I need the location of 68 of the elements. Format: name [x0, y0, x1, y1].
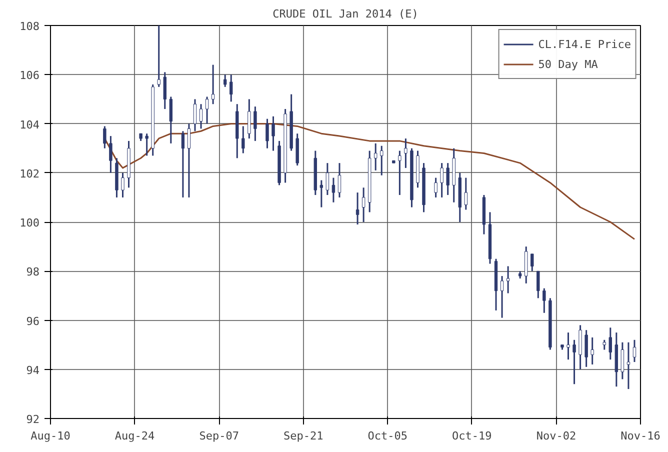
candlestick — [266, 118, 269, 150]
legend-label: CL.F14.E Price — [538, 38, 631, 50]
x-tick-label: Oct-05 — [368, 430, 408, 442]
candlestick — [440, 162, 444, 198]
candlestick — [199, 103, 203, 130]
candlestick — [506, 265, 510, 294]
y-tick-label: 108 — [20, 20, 40, 33]
candlestick — [163, 71, 166, 110]
candlestick — [530, 253, 534, 272]
candlestick — [109, 135, 112, 174]
candlestick — [326, 162, 330, 196]
x-tick-label: Oct-19 — [452, 430, 492, 442]
candlestick — [211, 64, 215, 105]
candlestick — [254, 106, 257, 142]
candlestick — [230, 74, 233, 102]
candlestick — [242, 125, 245, 154]
x-tick-label: Aug-24 — [114, 430, 156, 442]
candlestick — [272, 116, 275, 152]
candlestick — [434, 177, 438, 198]
candlestick — [464, 177, 468, 210]
candlestick — [446, 162, 450, 196]
candlestick — [620, 342, 624, 380]
candlestick — [187, 123, 191, 198]
candlestick — [572, 339, 576, 385]
candlestick — [500, 275, 504, 319]
candlestick — [145, 132, 148, 156]
candlestick — [362, 186, 366, 223]
x-tick-label: Aug-10 — [30, 430, 70, 442]
y-tick-label: 98 — [26, 266, 40, 279]
candlestick — [398, 150, 402, 196]
candlestick — [536, 270, 540, 299]
candlestick — [223, 74, 227, 88]
candlestick — [590, 336, 594, 366]
candlestick — [602, 339, 606, 350]
legend-label: 50 Day MA — [538, 58, 598, 70]
candlestick — [320, 179, 324, 208]
candlestick — [205, 96, 209, 124]
candlestick — [632, 339, 636, 363]
x-tick-label: Nov-16 — [620, 430, 660, 442]
candlestick — [332, 177, 336, 204]
candlestick — [356, 192, 360, 226]
candlestick — [542, 288, 546, 314]
candlestick — [380, 145, 384, 176]
x-tick-label: Sep-21 — [283, 430, 324, 442]
candlestick — [157, 26, 160, 88]
candlestick — [103, 125, 106, 150]
chart-title: CRUDE OIL Jan 2014 (E) — [272, 8, 418, 20]
y-tick-label: 102 — [20, 167, 40, 180]
candlestick — [626, 342, 630, 390]
y-tick-label: 92 — [26, 413, 40, 426]
candlestick — [169, 96, 173, 144]
y-tick-label: 100 — [20, 216, 40, 230]
x-tick-label: Sep-07 — [199, 430, 239, 442]
y-tick-label: 94 — [26, 364, 40, 377]
candlestick — [181, 130, 185, 198]
x-tick-label: Nov-02 — [536, 430, 576, 442]
candlestick — [121, 172, 124, 198]
y-tick-label: 96 — [26, 314, 40, 328]
candlestick — [374, 142, 378, 172]
candlestick — [584, 329, 588, 368]
candlestick — [566, 332, 570, 360]
candlestick — [404, 138, 408, 169]
candlestick — [248, 98, 251, 140]
y-tick-label: 106 — [20, 69, 40, 82]
y-tick-label: 104 — [20, 118, 40, 132]
candlestick — [338, 162, 342, 198]
candlestick — [608, 326, 612, 360]
candlestick — [193, 98, 197, 132]
